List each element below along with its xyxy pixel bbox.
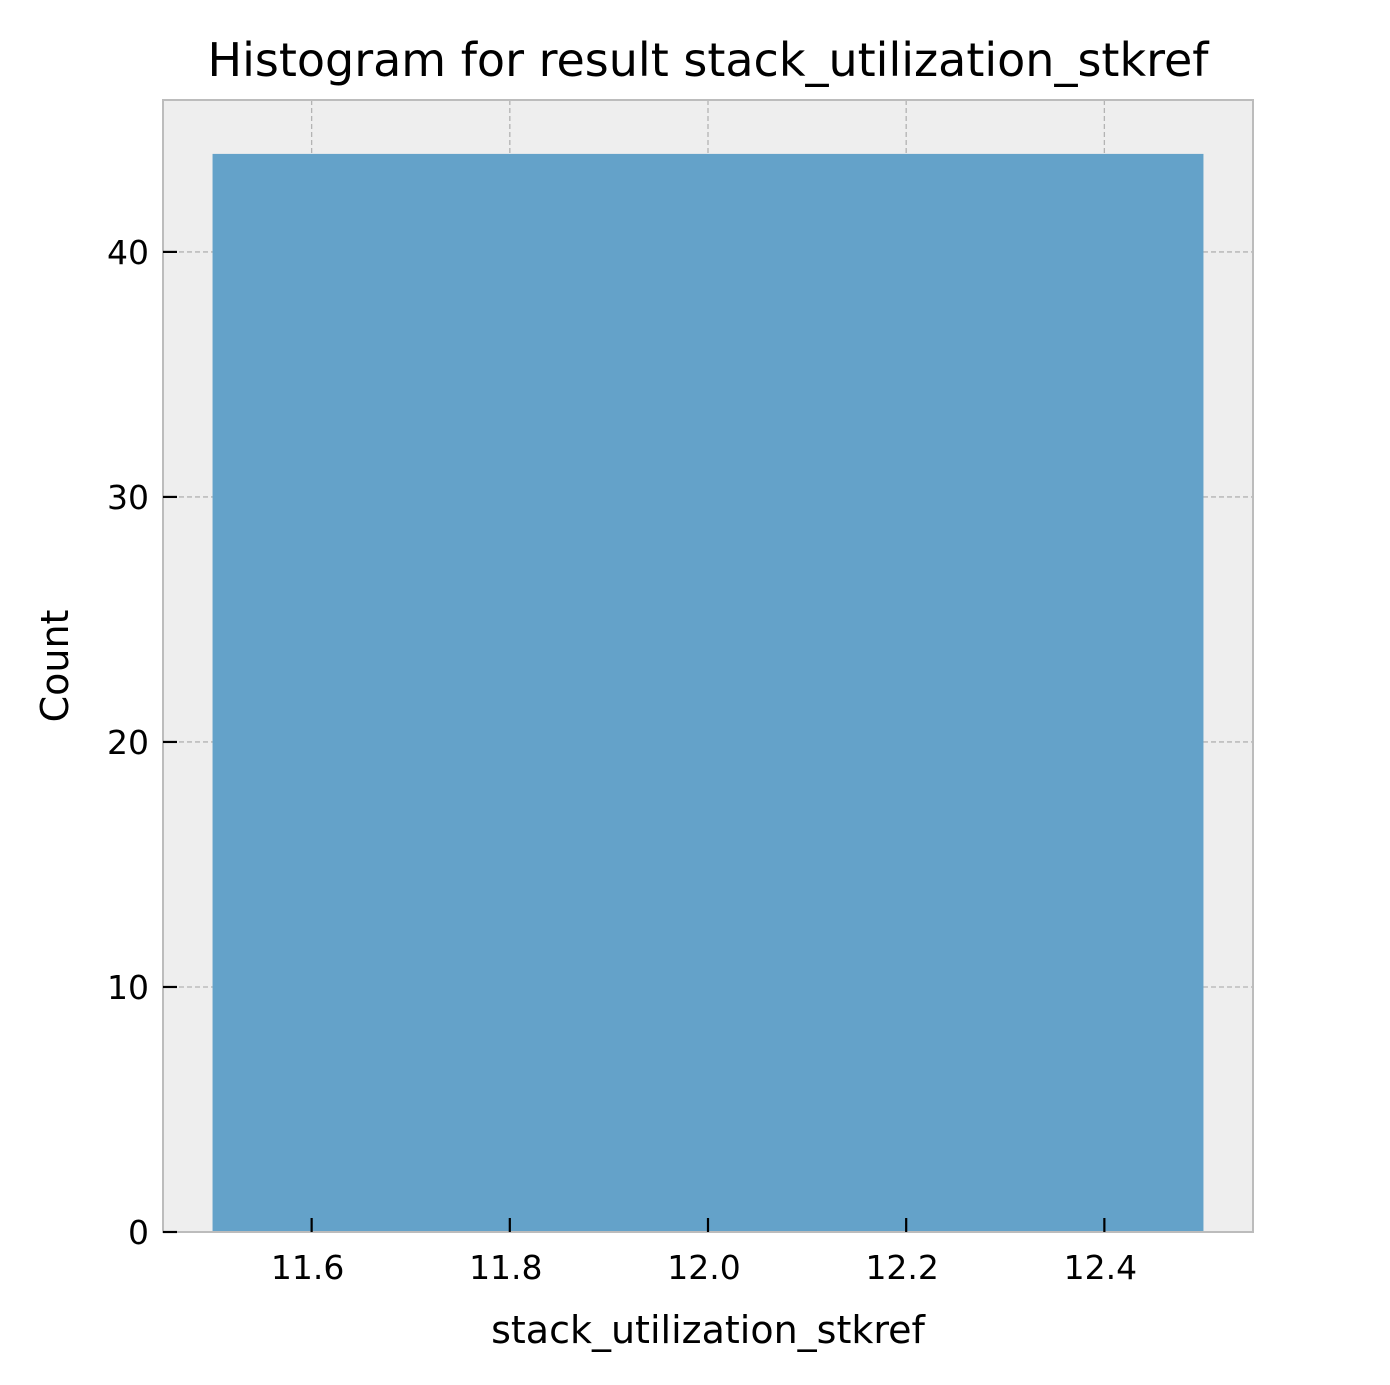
bars [212,153,1204,1232]
y-tick-label-1: 10 [107,968,149,1007]
x-tick-label-1: 11.8 [469,1248,542,1287]
axis-ticks: 11.6 11.8 12.0 12.2 12.4 0 10 20 30 40 [107,233,1137,1287]
x-tick-label-3: 12.2 [865,1248,938,1287]
histogram-bar-0 [212,153,1204,1232]
x-tick-label-0: 11.6 [271,1248,344,1287]
y-tick-label-2: 20 [107,723,149,762]
chart-title: Histogram for result stack_utilization_s… [207,33,1210,87]
y-tick-label-3: 30 [107,478,149,517]
x-tick-label-2: 12.0 [667,1248,740,1287]
x-tick-label-4: 12.4 [1064,1248,1137,1287]
y-tick-label-0: 0 [128,1213,149,1252]
y-axis-label: Count [33,610,77,723]
x-axis-label: stack_utilization_stkref [491,1308,926,1352]
y-tick-label-4: 40 [107,233,149,272]
